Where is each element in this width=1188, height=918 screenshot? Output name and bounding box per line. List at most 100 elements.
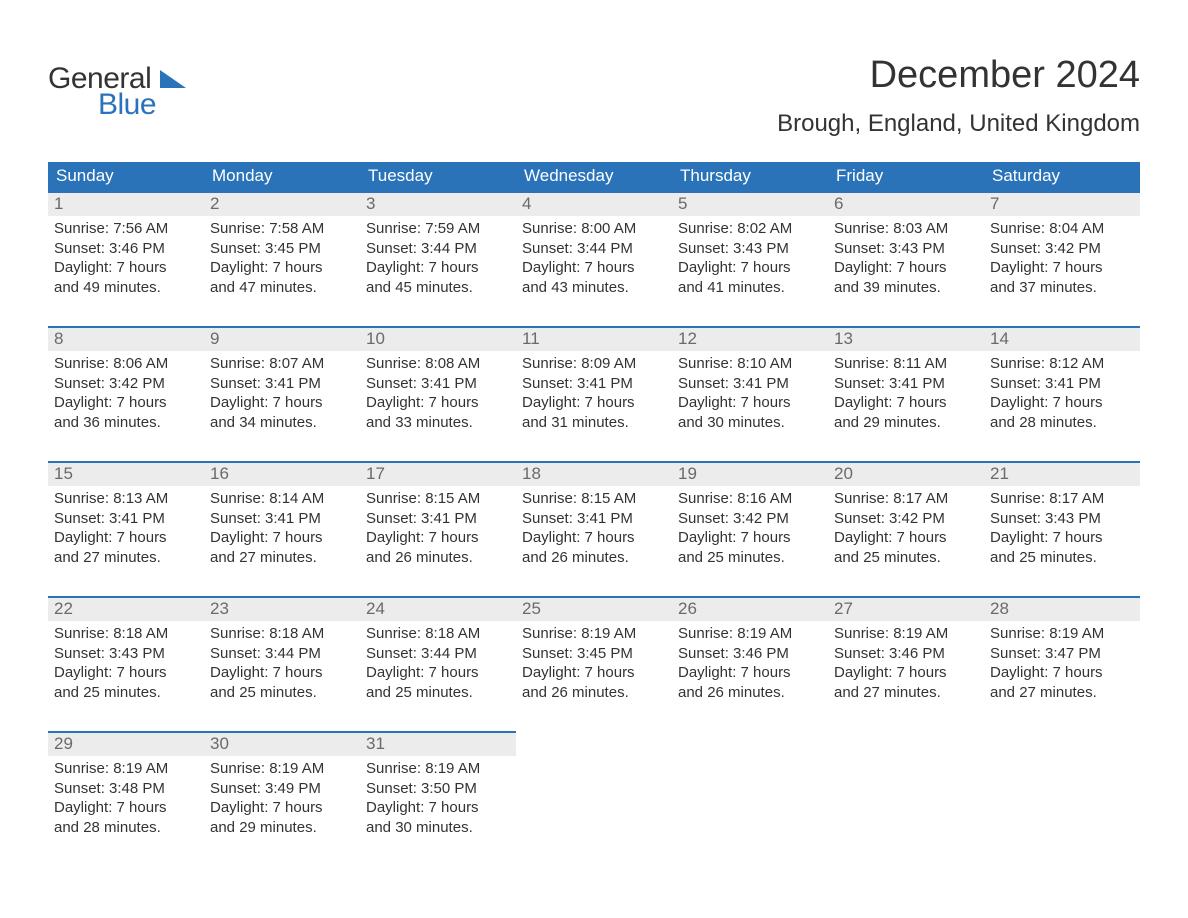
sunset-line: Sunset: 3:41 PM: [678, 374, 822, 394]
day-number: 3: [360, 191, 516, 216]
day-cell: 26Sunrise: 8:19 AMSunset: 3:46 PMDayligh…: [672, 596, 828, 717]
daylight-line-2: and 30 minutes.: [678, 413, 822, 433]
sunrise-line: Sunrise: 8:13 AM: [54, 489, 198, 509]
logo: General Blue: [48, 62, 156, 122]
sunset-line: Sunset: 3:44 PM: [366, 644, 510, 664]
day-cell: 4Sunrise: 8:00 AMSunset: 3:44 PMDaylight…: [516, 191, 672, 312]
sunset-line: Sunset: 3:42 PM: [834, 509, 978, 529]
daylight-line-1: Daylight: 7 hours: [834, 393, 978, 413]
sunrise-line: Sunrise: 8:10 AM: [678, 354, 822, 374]
sunset-line: Sunset: 3:46 PM: [54, 239, 198, 259]
day-number: 14: [984, 326, 1140, 351]
day-cell: 20Sunrise: 8:17 AMSunset: 3:42 PMDayligh…: [828, 461, 984, 582]
sunrise-line: Sunrise: 8:03 AM: [834, 219, 978, 239]
day-body: Sunrise: 8:09 AMSunset: 3:41 PMDaylight:…: [516, 351, 672, 447]
sunrise-line: Sunrise: 7:58 AM: [210, 219, 354, 239]
daylight-line-1: Daylight: 7 hours: [834, 528, 978, 548]
day-number: 19: [672, 461, 828, 486]
day-cell: [828, 731, 984, 852]
daylight-line-2: and 43 minutes.: [522, 278, 666, 298]
daylight-line-1: Daylight: 7 hours: [678, 393, 822, 413]
daylight-line-2: and 28 minutes.: [54, 818, 198, 838]
daylight-line-1: Daylight: 7 hours: [366, 393, 510, 413]
daylight-line-2: and 34 minutes.: [210, 413, 354, 433]
daylight-line-1: Daylight: 7 hours: [366, 528, 510, 548]
day-number: 18: [516, 461, 672, 486]
sunset-line: Sunset: 3:45 PM: [210, 239, 354, 259]
day-body: Sunrise: 8:00 AMSunset: 3:44 PMDaylight:…: [516, 216, 672, 312]
sunrise-line: Sunrise: 8:02 AM: [678, 219, 822, 239]
daylight-line-1: Daylight: 7 hours: [678, 258, 822, 278]
day-cell: 12 Sunrise: 8:10 AMSunset: 3:41 PMDayligh…: [672, 326, 828, 447]
daylight-line-1: Daylight: 7 hours: [366, 798, 510, 818]
day-cell: 15Sunrise: 8:13 AMSunset: 3:41 PMDayligh…: [48, 461, 204, 582]
day-cell: 24Sunrise: 8:18 AMSunset: 3:44 PMDayligh…: [360, 596, 516, 717]
day-number: 12: [672, 326, 828, 351]
daylight-line-1: Daylight: 7 hours: [210, 798, 354, 818]
day-number: 7: [984, 191, 1140, 216]
day-number: 31: [360, 731, 516, 756]
daylight-line-1: Daylight: 7 hours: [210, 663, 354, 683]
day-body: Sunrise: 8:19 AMSunset: 3:46 PMDaylight:…: [828, 621, 984, 717]
week-row: 1Sunrise: 7:56 AMSunset: 3:46 PMDaylight…: [48, 191, 1140, 312]
sunset-line: Sunset: 3:42 PM: [54, 374, 198, 394]
day-cell: 5Sunrise: 8:02 AMSunset: 3:43 PMDaylight…: [672, 191, 828, 312]
sunset-line: Sunset: 3:41 PM: [210, 509, 354, 529]
daylight-line-2: and 47 minutes.: [210, 278, 354, 298]
sunset-line: Sunset: 3:48 PM: [54, 779, 198, 799]
day-number: 1: [48, 191, 204, 216]
daylight-line-2: and 25 minutes.: [678, 548, 822, 568]
day-body: Sunrise: 8:17 AMSunset: 3:42 PMDaylight:…: [828, 486, 984, 582]
day-body: Sunrise: 8:02 AMSunset: 3:43 PMDaylight:…: [672, 216, 828, 312]
daylight-line-2: and 31 minutes.: [522, 413, 666, 433]
sunrise-line: Sunrise: 8:19 AM: [210, 759, 354, 779]
page-header: General Blue December 2024 Brough, Engla…: [48, 48, 1140, 148]
sunset-line: Sunset: 3:42 PM: [990, 239, 1134, 259]
daylight-line-2: and 27 minutes.: [210, 548, 354, 568]
daylight-line-1: Daylight: 7 hours: [990, 663, 1134, 683]
daylight-line-1: Daylight: 7 hours: [678, 663, 822, 683]
day-body: Sunrise: 8:12 AMSunset: 3:41 PMDaylight:…: [984, 351, 1140, 447]
day-cell: 6Sunrise: 8:03 AMSunset: 3:43 PMDaylight…: [828, 191, 984, 312]
day-cell: 13Sunrise: 8:11 AMSunset: 3:41 PMDayligh…: [828, 326, 984, 447]
day-number: 5: [672, 191, 828, 216]
sunrise-line: Sunrise: 8:12 AM: [990, 354, 1134, 374]
day-cell: [672, 731, 828, 852]
sunset-line: Sunset: 3:44 PM: [366, 239, 510, 259]
day-number: 13: [828, 326, 984, 351]
day-body: Sunrise: 8:18 AMSunset: 3:44 PMDaylight:…: [360, 621, 516, 717]
day-cell: 25Sunrise: 8:19 AMSunset: 3:45 PMDayligh…: [516, 596, 672, 717]
daylight-line-2: and 28 minutes.: [990, 413, 1134, 433]
sunset-line: Sunset: 3:43 PM: [678, 239, 822, 259]
sunset-line: Sunset: 3:41 PM: [990, 374, 1134, 394]
sunset-line: Sunset: 3:41 PM: [522, 374, 666, 394]
day-number: 4: [516, 191, 672, 216]
sunset-line: Sunset: 3:43 PM: [54, 644, 198, 664]
day-number: 29: [48, 731, 204, 756]
sunset-line: Sunset: 3:44 PM: [522, 239, 666, 259]
sunrise-line: Sunrise: 8:15 AM: [366, 489, 510, 509]
day-cell: 30Sunrise: 8:19 AMSunset: 3:49 PMDayligh…: [204, 731, 360, 852]
day-number: 27: [828, 596, 984, 621]
daylight-line-2: and 30 minutes.: [366, 818, 510, 838]
day-body: Sunrise: 8:13 AMSunset: 3:41 PMDaylight:…: [48, 486, 204, 582]
day-body: Sunrise: 7:58 AMSunset: 3:45 PMDaylight:…: [204, 216, 360, 312]
sunset-line: Sunset: 3:43 PM: [990, 509, 1134, 529]
day-cell: 21Sunrise: 8:17 AMSunset: 3:43 PMDayligh…: [984, 461, 1140, 582]
sunrise-line: Sunrise: 8:19 AM: [522, 624, 666, 644]
day-body: Sunrise: 8:03 AMSunset: 3:43 PMDaylight:…: [828, 216, 984, 312]
daylight-line-1: Daylight: 7 hours: [54, 663, 198, 683]
sunrise-line: Sunrise: 8:18 AM: [54, 624, 198, 644]
day-cell: 29Sunrise: 8:19 AMSunset: 3:48 PMDayligh…: [48, 731, 204, 852]
daylight-line-2: and 29 minutes.: [834, 413, 978, 433]
sunset-line: Sunset: 3:43 PM: [834, 239, 978, 259]
daylight-line-1: Daylight: 7 hours: [210, 528, 354, 548]
day-cell: 2Sunrise: 7:58 AMSunset: 3:45 PMDaylight…: [204, 191, 360, 312]
sunrise-line: Sunrise: 8:16 AM: [678, 489, 822, 509]
weeks-container: 1Sunrise: 7:56 AMSunset: 3:46 PMDaylight…: [48, 191, 1140, 852]
daylight-line-2: and 27 minutes.: [990, 683, 1134, 703]
daylight-line-1: Daylight: 7 hours: [522, 393, 666, 413]
week-row: 22Sunrise: 8:18 AMSunset: 3:43 PMDayligh…: [48, 596, 1140, 717]
page-subtitle: Brough, England, United Kingdom: [777, 110, 1140, 138]
day-number: 21: [984, 461, 1140, 486]
